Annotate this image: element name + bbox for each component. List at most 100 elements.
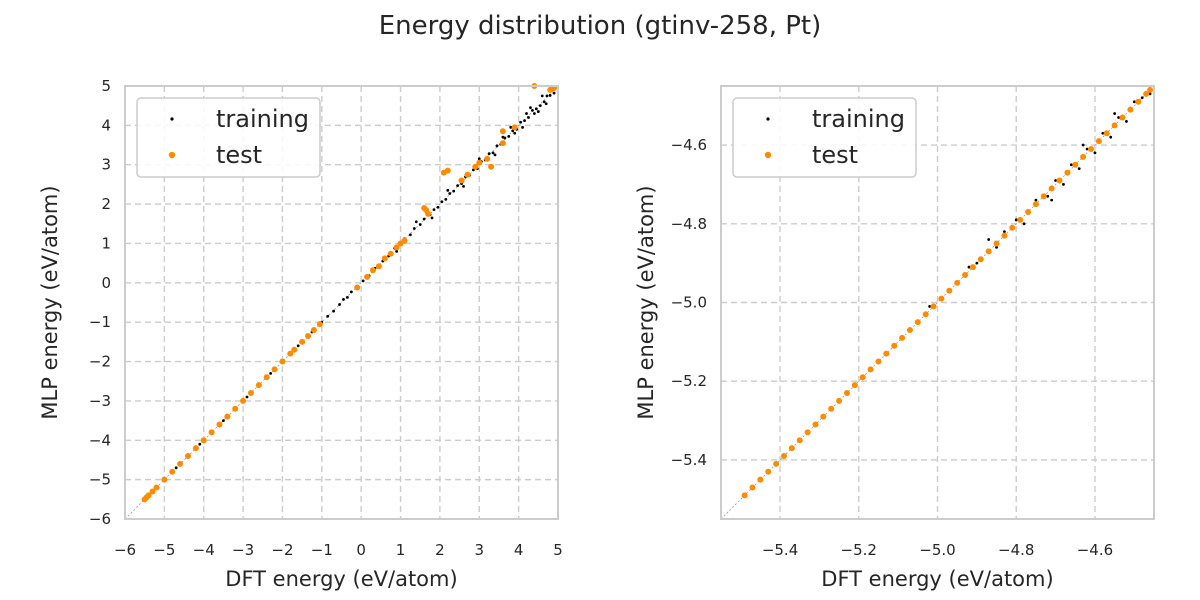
data-point-test [192,445,199,452]
chart-panel-1: −6 −5 −4 −3 −2 −1 0 1 2 3 4 5 −6 −5 −4 −3 −2 −1 0 1 2 3 4 5 DFT … [38,77,563,591]
y-tick-label: 4 [101,116,111,134]
data-point-test [279,358,286,365]
legend-marker-test [168,151,176,159]
data-point-training [1132,100,1136,104]
data-point-test [757,476,764,483]
data-point-test [149,488,156,495]
data-point-test [291,346,298,353]
data-point-test [938,295,945,302]
y-tick-label: −2 [89,353,111,371]
data-point-test [444,167,451,174]
data-point-training [995,245,998,249]
data-point-test [780,453,787,460]
data-point-test [962,271,969,278]
data-point-test [1111,122,1118,129]
data-point-test [1088,145,1095,152]
data-point-training [452,189,456,193]
data-point-test [354,284,361,291]
data-point-test [1001,232,1008,239]
data-point-training [987,238,991,241]
data-point-test [393,244,400,251]
data-point-training [1054,179,1057,182]
data-point-test [484,155,491,162]
data-point-training [414,220,418,224]
data-point-test [1143,90,1150,97]
data-point-training [531,109,534,112]
y-tick-label: 2 [101,195,111,213]
data-point-training [222,419,225,422]
y-tick-label: −5.2 [671,372,707,390]
y-tick-label: 0 [101,274,111,292]
y-tick-label: −1 [89,313,111,331]
data-point-test [169,468,176,475]
data-point-training [361,279,365,283]
data-point-test [969,264,976,271]
data-point-test [458,177,465,184]
data-point-training [491,151,495,155]
data-point-test [464,171,471,178]
data-point-test [914,319,921,326]
data-point-training [408,233,412,237]
data-point-training [1046,194,1050,198]
data-point-training [1077,167,1081,171]
data-point-training [430,216,434,220]
data-point-training [444,197,448,201]
data-point-test [946,287,953,294]
data-point-test [161,476,168,483]
data-point-training [532,112,536,115]
y-tick-label: −4.6 [671,136,707,154]
legend-label-training: training [216,105,309,133]
data-point-training [349,290,353,294]
legend: training test [136,97,321,178]
y-tick-label: −6 [89,510,111,528]
data-point-training [245,395,249,399]
data-point-training [1085,147,1089,151]
legend-marker-training [170,117,174,121]
data-point-test [977,256,984,263]
y-tick-label: −4.8 [671,215,707,233]
data-point-training [521,125,524,129]
data-point-test [922,311,929,318]
data-point-training [436,205,440,209]
chart-panel-2: −5.4 −5.2 −5.0 −4.8 −4.6 −5.4 −5.2 −5.0 −4.8 −4.6… [634,85,1155,591]
data-point-training [326,314,330,318]
data-point-training [1109,135,1113,139]
data-point-training [1062,183,1065,186]
data-point-test [773,460,780,467]
data-point-test [1017,216,1024,223]
x-tick-label: −5 [153,541,175,559]
y-tick-label: −5 [89,471,111,489]
y-tick-label: −3 [89,392,111,410]
data-point-training [477,157,481,161]
data-point-training [1050,198,1054,202]
data-point-test [476,159,483,166]
data-point-training [548,94,552,97]
data-point-test [184,453,191,460]
legend: training test [732,97,917,178]
data-point-training [1069,163,1073,167]
x-tick-label: 0 [356,541,366,559]
data-point-test [859,374,866,381]
data-point-training [412,227,416,230]
data-point-test [843,390,850,397]
data-point-training [975,261,979,265]
data-point-test [1119,114,1126,121]
data-point-training [1140,96,1144,100]
data-point-test [401,237,408,244]
data-point-training [523,119,526,123]
data-point-test [310,327,317,334]
data-point-test [287,350,294,357]
plot-frame [720,85,1155,520]
data-point-training [507,134,511,138]
data-point-test [1025,208,1032,215]
data-point-test [387,250,394,257]
data-point-test [741,492,748,499]
data-point-test [472,163,479,170]
data-point-test [499,128,506,135]
data-point-test [364,273,371,280]
data-point-test [145,492,152,499]
data-point-training [493,153,497,157]
data-point-training [296,344,300,348]
data-point-test [836,397,843,404]
data-point-test [930,303,937,310]
